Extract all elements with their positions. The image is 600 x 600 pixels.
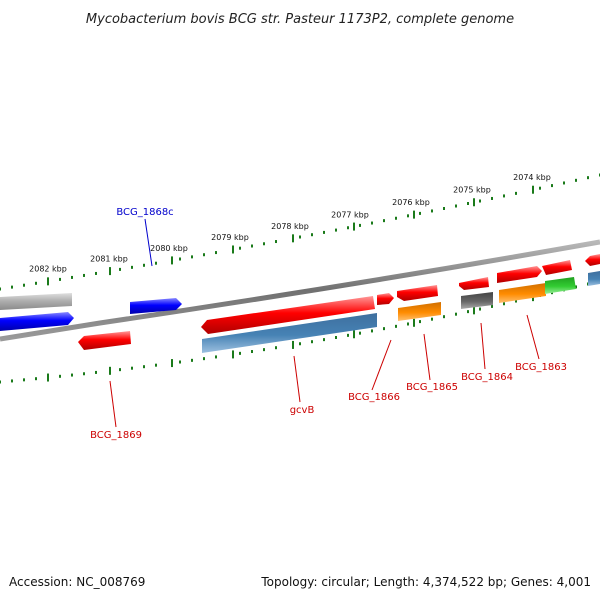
feature-bcg-1866-forward[interactable] [377,293,394,305]
ruler-label: 2076 kbp [392,198,430,207]
gene-label-bcg-1865[interactable]: BCG_1865 [406,382,458,393]
feature-bcg-1868c[interactable] [130,298,182,314]
feature-red-2074b[interactable] [542,260,572,275]
genome-backbone [0,239,600,342]
ruler-label: 2075 kbp [453,186,491,195]
ruler-label: 2080 kbp [150,244,188,253]
ruler-label: 2078 kbp [271,222,309,231]
gene-label-bcg-1864[interactable]: BCG_1864 [461,372,513,383]
genome-summary-text: Topology: circular; Length: 4,374,522 bp… [260,575,591,589]
leader-bcg-1866 [371,339,392,391]
feature-steel-edge[interactable] [588,271,600,286]
feature-bcg-1869[interactable] [78,331,131,350]
gene-label-bcg-1869[interactable]: BCG_1869 [90,430,142,441]
gene-label-gcvb[interactable]: gcvB [290,405,315,416]
leader-bcg-1863 [526,314,540,360]
outer-ruler: 2082 kbp 2081 kbp 2080 kbp 2079 kbp 2078 kbp… [0,173,600,291]
feature-bcg-1864[interactable] [461,292,493,309]
feature-bcg-1863-green[interactable] [545,277,576,294]
leader-bcg-1869 [109,380,117,428]
gene-label-bcg-1863[interactable]: BCG_1863 [515,362,567,373]
feature-blue-left[interactable] [0,312,74,331]
feature-gcvb-red[interactable] [201,296,375,334]
forward-features [0,254,600,314]
ruler-label: 2079 kbp [211,233,249,242]
feature-red-2075[interactable] [459,277,489,290]
accession-text: Accession: NC_008769 [9,575,145,589]
inner-ruler [0,279,600,384]
map-title: Mycobacterium bovis BCG str. Pasteur 117… [86,12,514,27]
gene-label-bcg-1866[interactable]: BCG_1866 [348,392,400,403]
leader-bcg-1865 [423,333,431,381]
feature-lightgray [0,293,72,310]
ruler-label: 2082 kbp [29,264,67,273]
reverse-features [0,271,600,353]
feature-bcg-1863-orange[interactable] [499,283,546,303]
gene-label-bcg-1868c[interactable]: BCG_1868c [116,207,173,218]
feature-red-2074a[interactable] [497,266,542,283]
feature-red-2076[interactable] [397,285,438,301]
label-leaders [109,218,540,428]
ruler-label: 2077 kbp [331,210,369,219]
feature-gcvb-steel[interactable] [202,313,377,353]
leader-gcvb [293,355,301,403]
ruler-label: 2081 kbp [90,254,128,263]
feature-bcg-1865[interactable] [398,302,441,321]
feature-red-edge[interactable] [585,254,600,266]
gene-labels: BCG_1868c BCG_1869 gcvB BCG_1866 BCG_186… [90,207,567,441]
leader-bcg-1864 [480,322,486,370]
leader-bcg-1868c [144,218,153,267]
ruler-label: 2074 kbp [513,173,551,182]
